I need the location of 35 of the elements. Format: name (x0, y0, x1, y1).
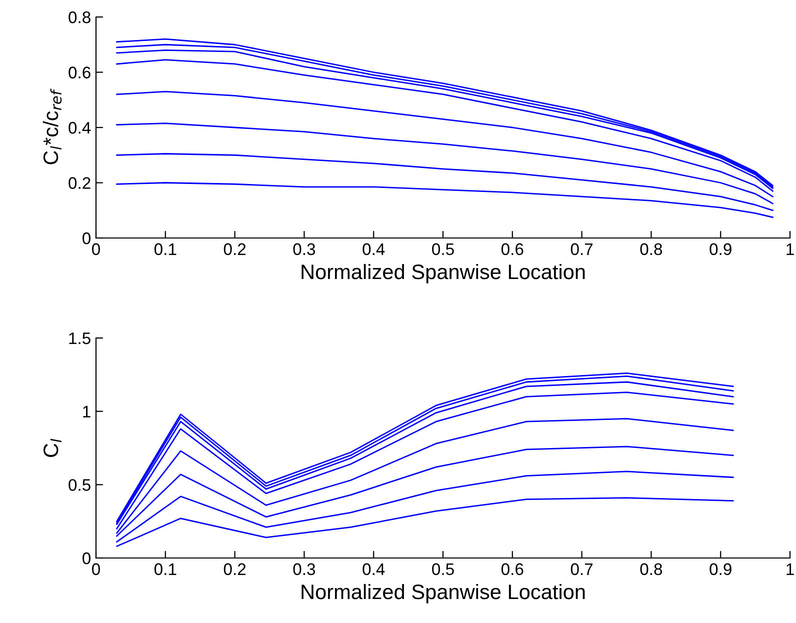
y-tick-label: 1.5 (69, 332, 90, 344)
y-tick-label: 0.8 (68, 11, 90, 24)
x-tick-label: 0.3 (293, 563, 316, 576)
y-tick-label: 0.5 (68, 479, 90, 491)
x-tick-label: 0.6 (501, 243, 524, 256)
y-tick-label: 0.6 (68, 66, 90, 78)
x-tick-label: 0.7 (570, 563, 593, 576)
x-tick-label: 0.8 (640, 243, 662, 256)
x-axis-title: Normalized Spanwise Location (302, 584, 585, 604)
x-tick-label: 0.2 (224, 243, 246, 256)
x-tick-label: 0.2 (224, 563, 246, 576)
x-tick-label: 0.5 (432, 563, 454, 576)
x-tick-label: 0.1 (154, 243, 176, 256)
x-tick-label: 0.6 (501, 563, 524, 576)
x-tick-label: 0.4 (362, 243, 385, 256)
x-tick-label: 0.7 (570, 243, 593, 256)
y-tick-label: 1 (83, 406, 90, 418)
x-tick-label: 0.8 (640, 563, 662, 576)
y-axis-title: C$_{l}$*c/c$_{ref}$ (42, 88, 62, 164)
x-tick-label: 0.5 (432, 243, 454, 256)
y-tick-label: 0.2 (68, 177, 90, 189)
x-tick-label: 0.4 (362, 563, 385, 576)
x-tick-label: 0.9 (710, 563, 732, 576)
x-tick-label: 1 (786, 243, 794, 255)
x-tick-label: 0 (92, 243, 100, 256)
x-tick-label: 0.9 (710, 243, 732, 256)
y-tick-label: 0 (82, 552, 90, 564)
x-tick-label: 0.1 (154, 563, 176, 576)
y-tick-label: 0.4 (68, 122, 91, 134)
x-axis-title: Normalized Spanwise Location (302, 264, 585, 284)
x-tick-label: 0.3 (293, 243, 316, 256)
y-tick-label: 0 (82, 232, 90, 244)
x-tick-label: 0 (92, 563, 100, 576)
x-tick-label: 1 (786, 563, 794, 575)
y-axis-title: C$_{l}$ (44, 438, 62, 457)
